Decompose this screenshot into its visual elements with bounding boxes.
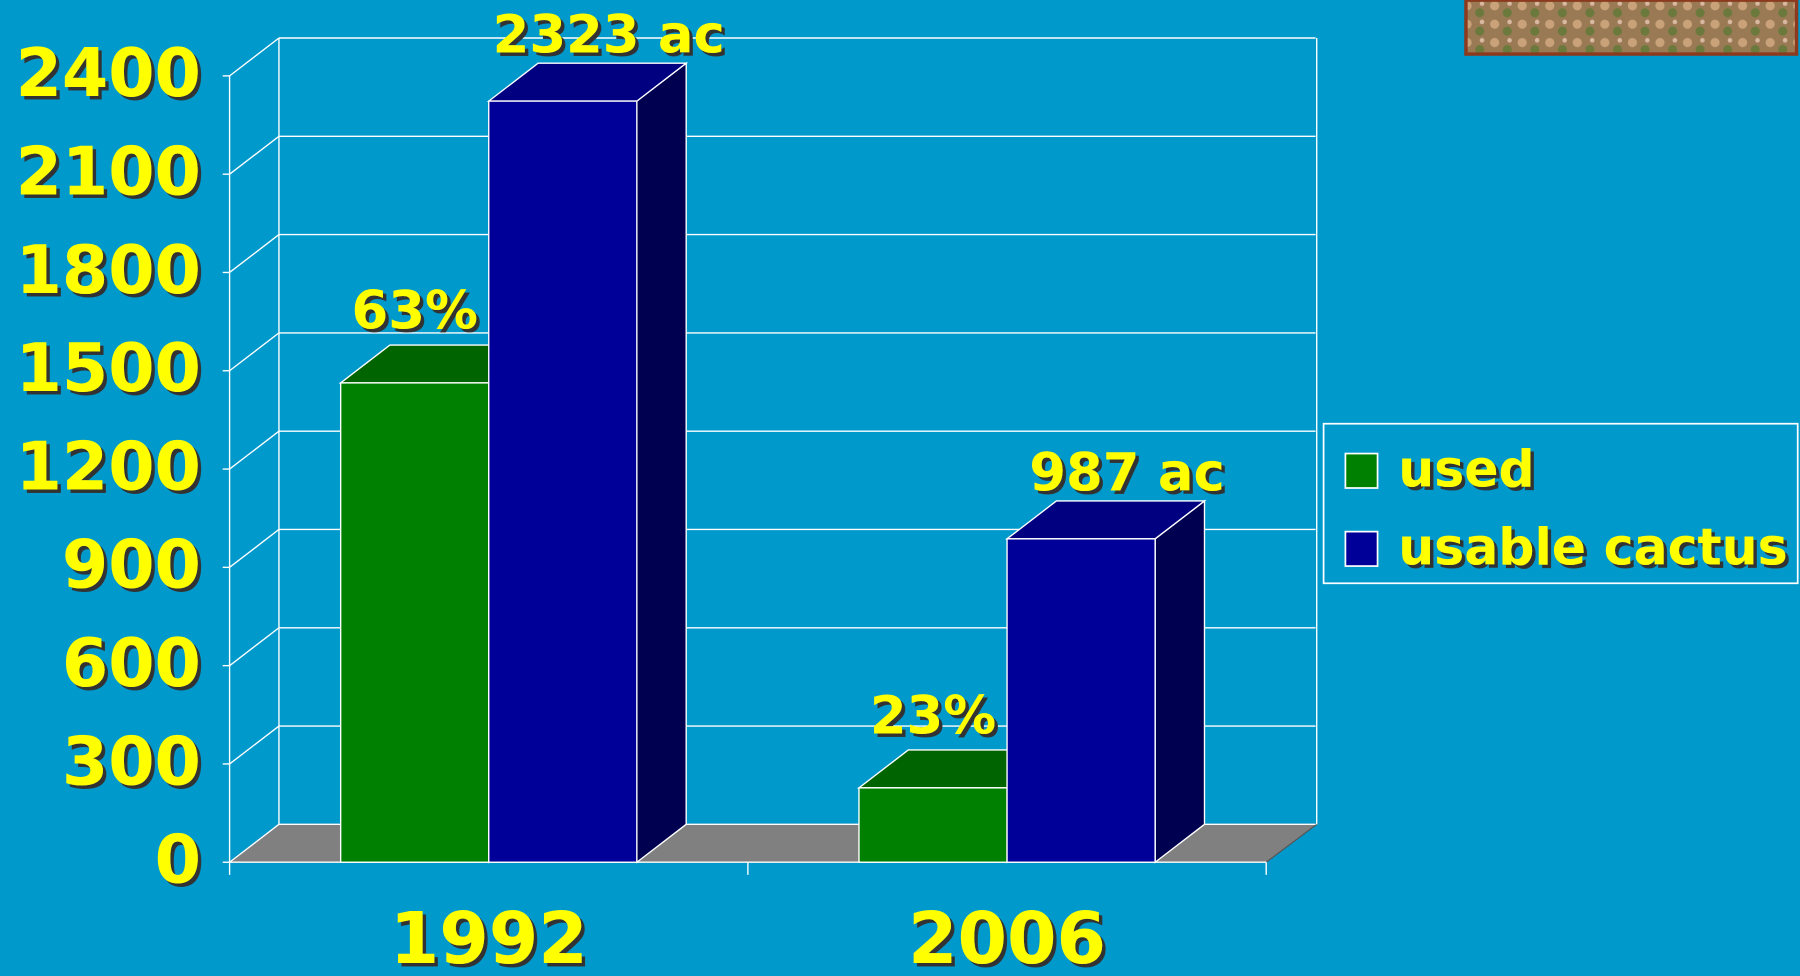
grid-line xyxy=(230,333,279,371)
x-tick-label: 2006 xyxy=(908,897,1106,976)
page: {"chart_data": {"type": "bar3d", "catego… xyxy=(0,0,1800,976)
chart: 0 300 600 900 1200 1500 1800 2100 2400 1992 2323 a… xyxy=(0,0,1800,976)
legend-swatch xyxy=(1345,532,1377,566)
thumbnail-image xyxy=(1466,0,1797,54)
y-tick-label: 0 xyxy=(155,821,201,899)
legend-label: used xyxy=(1398,440,1534,499)
y-tick-label: 1200 xyxy=(16,427,201,505)
y-tick-label: 2400 xyxy=(16,34,201,112)
bar-side xyxy=(1155,501,1204,862)
bar-side xyxy=(637,63,686,862)
grid-line xyxy=(230,235,279,273)
y-tick-label: 900 xyxy=(62,526,201,604)
grid-line xyxy=(230,38,279,76)
x-tick-label: 1992 xyxy=(390,897,588,976)
y-tick-label: 1800 xyxy=(16,231,201,309)
grid-line xyxy=(230,726,279,764)
annotation: 63% xyxy=(352,281,478,342)
data-label: 2323 ac xyxy=(493,5,725,66)
y-tick-label: 600 xyxy=(62,624,201,702)
y-tick-label: 1500 xyxy=(16,329,201,407)
annotation: 23% xyxy=(870,686,996,747)
grid-line xyxy=(230,431,279,469)
bar xyxy=(341,383,489,862)
grid-line xyxy=(230,529,279,567)
bar xyxy=(1007,539,1155,862)
legend-label: usable cactus xyxy=(1398,518,1787,577)
y-tick-label: 300 xyxy=(62,722,201,800)
grid-line xyxy=(230,628,279,666)
bar xyxy=(859,788,1007,862)
legend-swatch xyxy=(1345,454,1377,488)
grid-line xyxy=(230,136,279,174)
y-tick-label: 2100 xyxy=(16,133,201,211)
data-label: 987 ac xyxy=(1029,442,1225,503)
bar xyxy=(489,101,637,862)
